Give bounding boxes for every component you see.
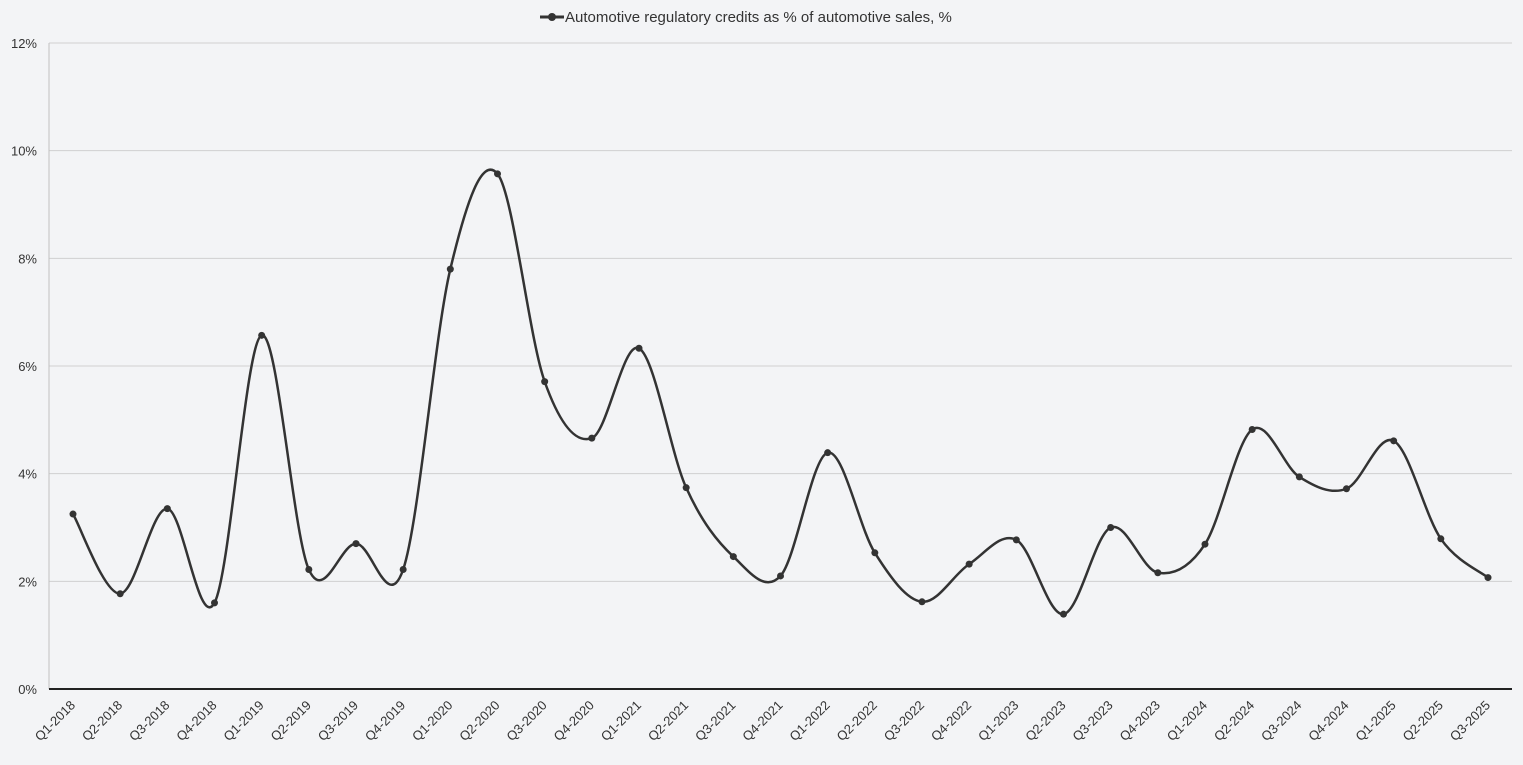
x-tick-label: Q4-2023	[1117, 698, 1163, 744]
gridlines	[49, 42, 1512, 582]
legend-marker-swatch	[548, 13, 556, 21]
y-axis: 0% 2% 4% 6% 8% 10% 12%	[11, 36, 50, 697]
x-tick-label: Q2-2021	[645, 698, 691, 744]
y-tick-label: 8%	[18, 251, 37, 266]
x-tick-label: Q3-2024	[1258, 698, 1304, 744]
x-tick-label: Q2-2022	[834, 698, 880, 744]
data-point	[965, 560, 973, 568]
data-point	[541, 378, 549, 386]
x-tick-label: Q3-2020	[503, 698, 549, 744]
data-point	[824, 449, 832, 457]
data-point	[588, 434, 596, 442]
y-tick-label: 12%	[11, 36, 37, 51]
data-point	[777, 572, 784, 580]
data-point	[729, 553, 737, 561]
data-point	[635, 344, 643, 352]
data-point	[1343, 485, 1350, 493]
data-point	[682, 484, 690, 492]
data-point	[1012, 536, 1020, 544]
series-layer	[69, 168, 1492, 618]
data-point	[1107, 524, 1115, 531]
series-line	[71, 168, 1489, 616]
data-point	[399, 565, 407, 573]
x-tick-label: Q4-2022	[928, 698, 974, 744]
chart-legend: Automotive regulatory credits as % of au…	[540, 9, 952, 26]
x-tick-label: Q3-2025	[1447, 698, 1493, 744]
data-point	[69, 510, 77, 518]
y-tick-label: 4%	[18, 467, 37, 482]
x-tick-label: Q1-2018	[32, 698, 78, 744]
data-point	[1060, 610, 1067, 618]
data-point	[1201, 540, 1209, 548]
data-point	[305, 565, 313, 573]
x-tick-label: Q3-2023	[1069, 698, 1115, 744]
x-tick-label: Q1-2023	[975, 698, 1021, 744]
x-tick-label: Q1-2022	[786, 698, 832, 744]
data-point	[1390, 437, 1398, 445]
x-tick-label: Q2-2025	[1400, 698, 1446, 744]
y-tick-label: 0%	[18, 682, 37, 697]
y-tick-label: 10%	[11, 144, 37, 159]
x-tick-label: Q1-2025	[1352, 698, 1398, 744]
x-tick-label: Q1-2020	[409, 698, 455, 744]
data-point	[163, 505, 171, 513]
x-tick-label: Q4-2024	[1305, 698, 1351, 744]
data-point	[116, 590, 124, 598]
data-point	[1437, 535, 1445, 543]
x-tick-label: Q1-2019	[220, 698, 266, 744]
y-tick-label: 6%	[18, 359, 37, 374]
data-point	[352, 540, 360, 548]
x-tick-label: Q4-2019	[362, 698, 408, 744]
x-tick-label: Q3-2019	[315, 698, 361, 744]
data-point	[494, 170, 501, 178]
data-point	[211, 599, 218, 607]
x-tick-label: Q1-2021	[598, 698, 644, 744]
data-point	[258, 331, 266, 339]
data-point	[1154, 569, 1162, 577]
legend-label: Automotive regulatory credits as % of au…	[565, 9, 952, 26]
x-axis: Q1-2018 Q2-2018 Q3-2018 Q4-2018 Q1-2019 Q2-20…	[32, 688, 1512, 744]
data-point	[1484, 574, 1492, 582]
y-tick-label: 2%	[18, 574, 37, 589]
x-tick-label: Q3-2018	[126, 698, 172, 744]
data-point	[918, 598, 926, 606]
data-point	[1248, 426, 1256, 434]
x-tick-label: Q4-2020	[551, 698, 597, 744]
x-tick-label: Q2-2024	[1211, 698, 1257, 744]
x-tick-label: Q4-2021	[739, 698, 785, 744]
x-tick-label: Q4-2018	[173, 698, 219, 744]
x-tick-label: Q3-2022	[881, 698, 927, 744]
x-tick-label: Q2-2018	[79, 698, 125, 744]
x-tick-label: Q2-2023	[1022, 698, 1068, 744]
data-point	[1295, 473, 1303, 481]
x-tick-label: Q2-2019	[268, 698, 314, 744]
data-point	[871, 549, 879, 557]
data-point	[446, 265, 454, 273]
x-tick-label: Q2-2020	[456, 698, 502, 744]
x-tick-label: Q1-2024	[1164, 698, 1210, 744]
x-tick-label: Q3-2021	[692, 698, 738, 744]
